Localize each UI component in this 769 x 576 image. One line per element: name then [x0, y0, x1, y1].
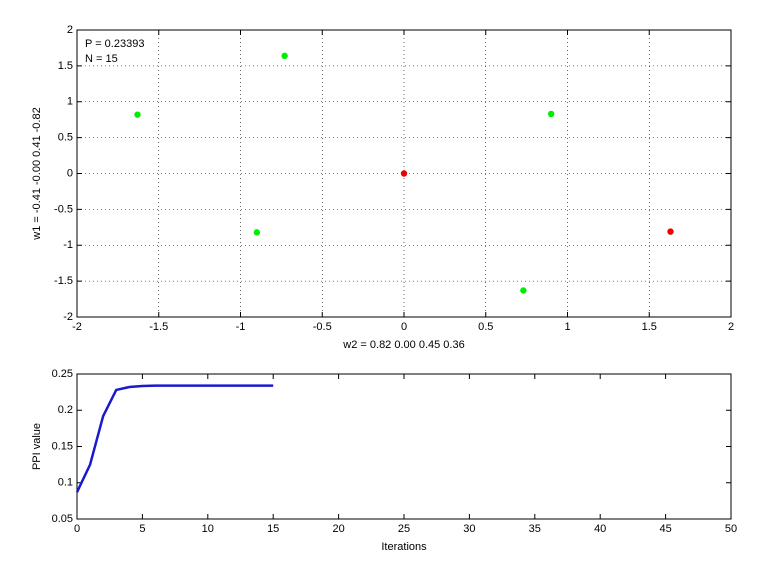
point [281, 52, 288, 60]
axes-box [76, 373, 732, 520]
x-tick-label: 2 [728, 321, 734, 333]
y-tick-label: 0 [67, 167, 73, 179]
x-tick-label: 5 [139, 523, 145, 535]
x-tick-label: 40 [594, 523, 606, 535]
point [547, 110, 555, 118]
x-tick-label: 15 [267, 523, 279, 535]
x-tick-label: 30 [463, 523, 475, 535]
line [75, 384, 274, 493]
x-tick-label: 35 [529, 523, 541, 535]
x-tick-label: 1.5 [642, 321, 657, 333]
y-tick-label: 0.1 [58, 477, 73, 489]
point [134, 111, 141, 118]
y-tick-label: 0.5 [58, 132, 73, 144]
y-tick-label: 0.05 [52, 513, 73, 525]
y-axis-label: w1 = -0.41 -0.00 0.41 -0.82 [31, 107, 43, 240]
x-tick-label: 0.5 [478, 321, 493, 333]
x-axis-label: w2 = 0.82 0.00 0.45 0.36 [342, 339, 464, 351]
y-tick-label: 0.15 [52, 440, 73, 452]
y-axis-label: PPI value [31, 423, 43, 470]
point [667, 228, 674, 235]
y-tick-label: 0.2 [58, 404, 73, 416]
point [400, 170, 408, 177]
x-tick-label: 0 [401, 321, 407, 333]
y-tick-label: -2 [63, 311, 73, 323]
x-tick-label: 50 [725, 523, 737, 535]
annotation: P = 0.23393 [85, 38, 144, 50]
x-tick-label: 45 [659, 523, 671, 535]
annotation: N = 15 [85, 53, 118, 65]
y-tick-label: -0.5 [54, 203, 73, 215]
x-tick-label: 20 [332, 523, 344, 535]
x-tick-label: -1.5 [149, 321, 168, 333]
x-tick-label: 10 [202, 523, 214, 535]
y-tick-label: 1 [67, 96, 73, 108]
x-tick-label: -2 [72, 321, 82, 333]
x-axis-label: Iterations [381, 541, 427, 553]
x-tick-label: -0.5 [313, 321, 332, 333]
point [520, 287, 527, 294]
y-tick-label: 2 [67, 24, 73, 36]
y-tick-label: -1 [63, 239, 73, 251]
y-tick-label: 0.25 [52, 368, 73, 380]
y-tick-label: 1.5 [58, 60, 73, 72]
axes-background [77, 374, 731, 519]
x-tick-label: 0 [74, 523, 80, 535]
point [253, 229, 261, 236]
axes-box [76, 29, 732, 318]
x-tick-label: -1 [236, 321, 246, 333]
y-tick-label: -1.5 [54, 275, 73, 287]
x-tick-label: 25 [398, 523, 410, 535]
x-tick-label: 1 [564, 321, 570, 333]
